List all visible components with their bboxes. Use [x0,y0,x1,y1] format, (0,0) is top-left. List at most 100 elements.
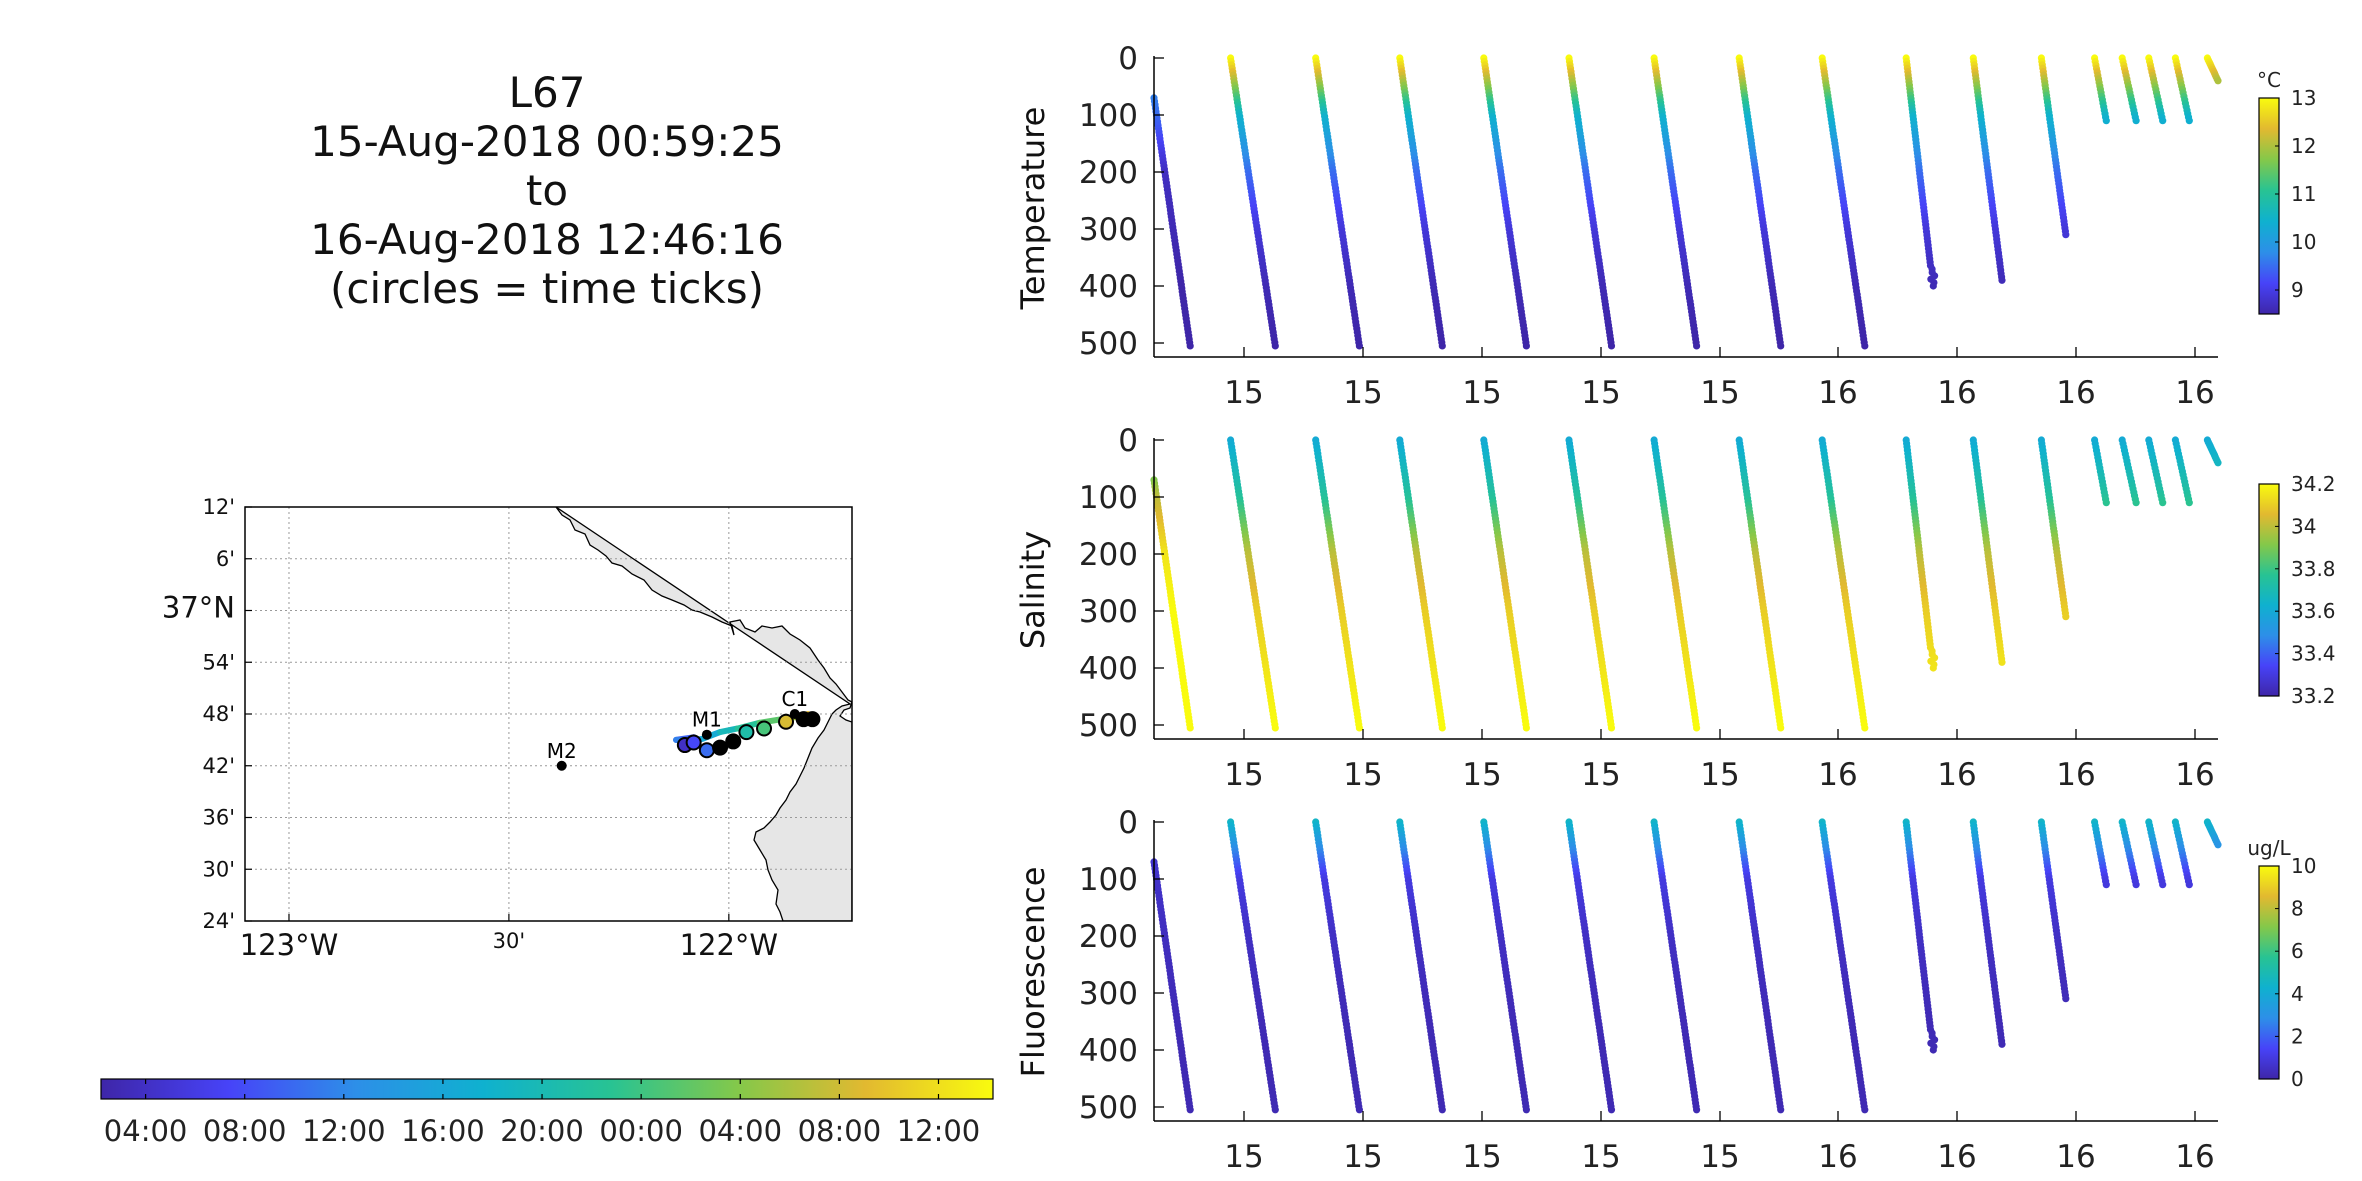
map-time-circle [698,742,715,759]
panel-colorbar-tick-label: 34.2 [2291,472,2336,496]
profile-point [2102,117,2110,125]
profile-point [1998,1040,2006,1048]
panel-y-tick-label: 0 [1118,41,1138,77]
panel-colorbar-tick-label: 33.4 [2291,642,2336,666]
map-lat-tick-label: 12' [203,495,236,519]
map-lat-tick-label: 48' [203,702,236,726]
panel-y-tick-label: 500 [1079,326,1138,362]
profile-point [1355,342,1363,350]
panel-y-tick-label: 400 [1079,1033,1138,1069]
map-lat-tick-label: 30' [203,857,236,881]
map-time-circle [685,734,702,751]
map-lon-ticks: 123°W 30' 122°W [240,914,778,962]
profile-point [1438,724,1446,732]
profile-data [1150,54,2222,350]
panel-x-tick-label: 15 [1462,1139,1501,1175]
profile-point [1777,1106,1785,1114]
map-lat-ticks: 12' 6' 37°N 54' 48' 42' 36' 30' 24' [162,495,252,933]
profile-point [2214,841,2222,849]
panel-x-tick-label: 15 [1462,757,1501,793]
profile-point [1355,1106,1363,1114]
panel-colorbar-tick-label: 11 [2291,182,2316,206]
panel-colorbar-tick-label: 4 [2291,982,2304,1006]
profile-point [1607,724,1616,732]
time-colorbar-ticks: 04:00 08:00 12:00 16:00 20:00 00:00 04:00 08:00… [104,1079,980,1148]
panel-y-tick-label: 100 [1079,480,1138,516]
map-lat-tick-label: 42' [203,754,236,778]
map-lon-tick-label: 122°W [680,928,779,962]
panel-x-tick-label: 15 [1581,375,1620,411]
map-time-circle [725,733,742,750]
profile-point [2185,117,2193,125]
title-line-3: to [526,166,568,215]
profile-point [1929,1046,1937,1054]
profile-point [2132,117,2140,125]
panel-colorbar-tick-label: 2 [2291,1024,2304,1048]
profile-point [2159,117,2167,125]
panel-x-tick-label: 16 [1937,757,1976,793]
panel-x-tick-label: 16 [2175,1139,2214,1175]
map-lat-tick-label: 54' [203,650,236,674]
profile-point [1522,342,1530,350]
profile-point [1693,724,1701,732]
profile-panel: Salinity 0 100 200 300 400 500 15 15 15 15 15 16 16 16… [1014,423,2336,793]
time-colorbar-label: 00:00 [599,1114,683,1148]
map-stations: M2 M1 C1 [547,687,808,771]
profile-point [1998,276,2006,284]
map-station-marker [556,760,567,771]
panel-x-tick-label: 15 [1700,375,1739,411]
map-station-label: M2 [547,739,577,763]
map-station-label: M1 [692,708,722,732]
profile-point [1777,342,1785,350]
profile-point [1607,342,1616,350]
panel-x-tick-label: 16 [1937,1139,1976,1175]
profile-point [1929,282,1937,290]
profile-point [1271,1106,1279,1114]
time-colorbar: 04:00 08:00 12:00 16:00 20:00 00:00 04:00 08:00… [100,1078,994,1148]
panel-x-tick-label: 15 [1224,757,1263,793]
time-colorbar-label: 12:00 [897,1114,981,1148]
profile-point [2185,499,2193,507]
panel-colorbar-tick-label: 33.6 [2291,599,2336,623]
panel-colorbar-tick-label: 33.2 [2291,684,2336,708]
panel-ylabel: Fluorescence [1014,867,1052,1078]
profile-point [1777,724,1785,732]
panel-x-tick-label: 16 [2175,757,2214,793]
panel-y-tick-label: 300 [1079,976,1138,1012]
profile-point [2062,995,2070,1003]
profile-point [1861,724,1869,732]
panel-ylabel: Salinity [1014,531,1052,649]
panel-colorbar-tick-label: 8 [2291,897,2304,921]
title-block: L67 15-Aug-2018 00:59:25 to 16-Aug-2018 … [310,68,784,313]
profile-point [1438,342,1446,350]
map-station-label: C1 [781,687,808,711]
panel-y-tick-label: 200 [1079,537,1138,573]
panel-colorbar-tick-label: 10 [2291,854,2316,878]
profile-point [2102,499,2110,507]
panel-y-tick-label: 300 [1079,212,1138,248]
profile-point [2185,881,2193,889]
time-colorbar-label: 04:00 [698,1114,782,1148]
panel-y-tick-label: 0 [1118,423,1138,459]
profile-point [1861,1106,1869,1114]
map-lat-tick-label: 37°N [162,591,235,625]
profile-data [1150,818,2222,1114]
panel-colorbar-tick-label: 13 [2291,86,2316,110]
panel-colorbar-tick-label: 34 [2291,514,2316,538]
panel-x-tick-label: 16 [1818,1139,1857,1175]
panel-colorbar-tick-label: 10 [2291,230,2316,254]
panel-colorbar [2258,483,2280,697]
profile-point [1438,1106,1446,1114]
panel-ylabel: Temperature [1014,107,1052,311]
profile-point [1355,724,1363,732]
profile-point [2132,499,2140,507]
panel-y-tick-label: 500 [1079,1090,1138,1126]
panel-x-tick-label: 15 [1700,1139,1739,1175]
profile-panel: Temperature 0 100 200 300 400 500 15 15 15 15 15 16 1… [1014,41,2316,411]
panel-x-tick-label: 16 [1818,757,1857,793]
panel-x-tick-label: 15 [1462,375,1501,411]
map-lat-tick-label: 36' [203,806,236,830]
panel-x-tick-label: 16 [1818,375,1857,411]
profile-point [2102,881,2110,889]
